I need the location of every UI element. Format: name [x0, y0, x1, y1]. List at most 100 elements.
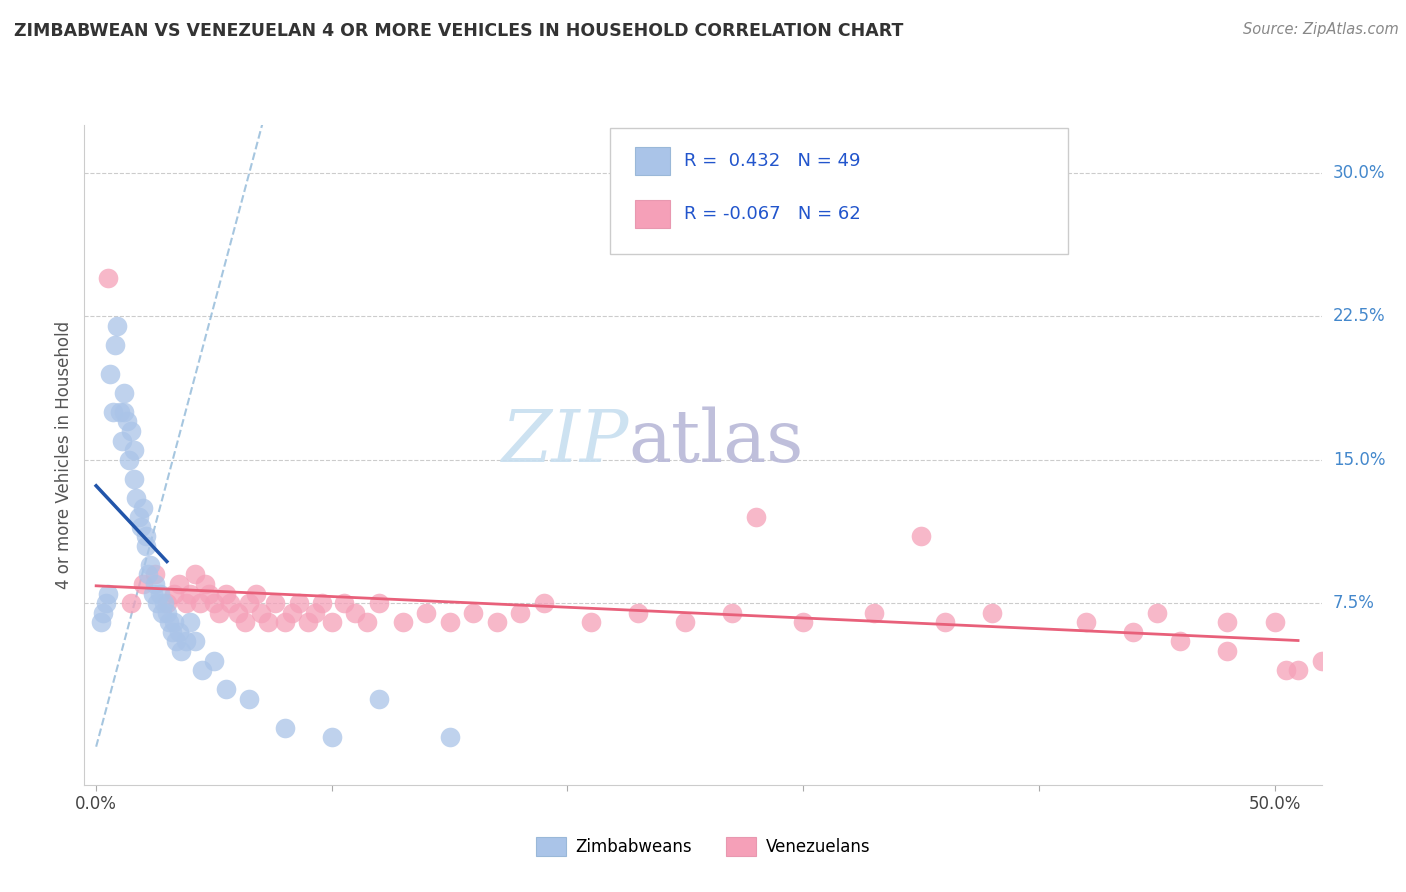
Point	[193, 577, 215, 591]
Point	[1275, 663, 1298, 677]
Point	[356, 615, 378, 630]
Point	[150, 606, 173, 620]
Point	[111, 434, 134, 448]
Point	[167, 624, 190, 639]
Point	[105, 318, 128, 333]
Point	[509, 606, 531, 620]
Text: Source: ZipAtlas.com: Source: ZipAtlas.com	[1243, 22, 1399, 37]
Point	[188, 596, 211, 610]
Text: ZIMBABWEAN VS VENEZUELAN 4 OR MORE VEHICLES IN HOUSEHOLD CORRELATION CHART: ZIMBABWEAN VS VENEZUELAN 4 OR MORE VEHIC…	[14, 22, 904, 40]
Point	[136, 567, 159, 582]
Point	[125, 491, 148, 505]
Point	[135, 529, 157, 543]
Point	[1310, 654, 1333, 668]
Point	[321, 730, 343, 744]
Point	[745, 510, 768, 524]
Point	[146, 596, 169, 610]
Point	[143, 567, 166, 582]
Point	[415, 606, 437, 620]
Point	[128, 510, 150, 524]
Point	[226, 606, 249, 620]
Y-axis label: 4 or more Vehicles in Household: 4 or more Vehicles in Household	[55, 321, 73, 589]
Point	[179, 587, 201, 601]
Point	[165, 634, 187, 648]
Point	[122, 472, 145, 486]
Point	[533, 596, 555, 610]
Point	[122, 443, 145, 458]
Point	[344, 606, 367, 620]
Point	[142, 587, 165, 601]
Point	[311, 596, 333, 610]
Point	[215, 587, 238, 601]
Point	[1168, 634, 1191, 648]
Point	[153, 596, 176, 610]
Point	[238, 596, 260, 610]
Text: R = -0.067   N = 62: R = -0.067 N = 62	[685, 205, 862, 223]
Point	[112, 385, 135, 400]
Point	[179, 615, 201, 630]
Point	[208, 606, 231, 620]
Point	[202, 654, 225, 668]
Point	[104, 338, 127, 352]
Text: 22.5%: 22.5%	[1333, 307, 1385, 326]
Text: 7.5%: 7.5%	[1333, 594, 1375, 612]
Point	[101, 405, 124, 419]
Point	[273, 615, 295, 630]
Point	[219, 596, 242, 610]
Point	[97, 587, 120, 601]
Point	[90, 615, 112, 630]
Point	[1263, 615, 1285, 630]
Text: 15.0%: 15.0%	[1333, 450, 1385, 468]
Text: 30.0%: 30.0%	[1333, 164, 1385, 182]
Point	[160, 624, 183, 639]
Point	[132, 577, 155, 591]
Point	[721, 606, 744, 620]
Point	[332, 596, 354, 610]
Point	[184, 634, 207, 648]
Point	[273, 721, 295, 735]
Point	[163, 587, 186, 601]
Point	[97, 271, 120, 285]
Point	[118, 452, 141, 467]
Point	[157, 615, 180, 630]
Text: atlas: atlas	[628, 407, 804, 477]
Point	[281, 606, 304, 620]
Point	[673, 615, 696, 630]
Point	[368, 691, 391, 706]
Point	[1216, 644, 1239, 658]
Point	[250, 606, 273, 620]
Point	[156, 606, 179, 620]
Point	[321, 615, 343, 630]
FancyBboxPatch shape	[636, 200, 669, 227]
Point	[115, 414, 138, 428]
Point	[91, 606, 114, 620]
FancyBboxPatch shape	[610, 128, 1069, 253]
Point	[485, 615, 508, 630]
Point	[143, 577, 166, 591]
Point	[934, 615, 956, 630]
Point	[439, 730, 461, 744]
Point	[135, 539, 157, 553]
Point	[1216, 615, 1239, 630]
Point	[304, 606, 326, 620]
Point	[368, 596, 391, 610]
Point	[149, 587, 172, 601]
Point	[184, 567, 207, 582]
Point	[112, 405, 135, 419]
Point	[297, 615, 319, 630]
Point	[288, 596, 311, 610]
Point	[1122, 624, 1144, 639]
Point	[439, 615, 461, 630]
Point	[202, 596, 225, 610]
Point	[174, 634, 197, 648]
Point	[121, 596, 143, 610]
Point	[627, 606, 650, 620]
Text: R =  0.432   N = 49: R = 0.432 N = 49	[685, 153, 860, 170]
Point	[980, 606, 1002, 620]
Point	[94, 596, 117, 610]
Legend: Zimbabweans, Venezuelans: Zimbabweans, Venezuelans	[529, 830, 877, 863]
Point	[156, 596, 179, 610]
Point	[1286, 663, 1309, 677]
Point	[98, 367, 121, 381]
Text: ZIP: ZIP	[502, 407, 628, 477]
